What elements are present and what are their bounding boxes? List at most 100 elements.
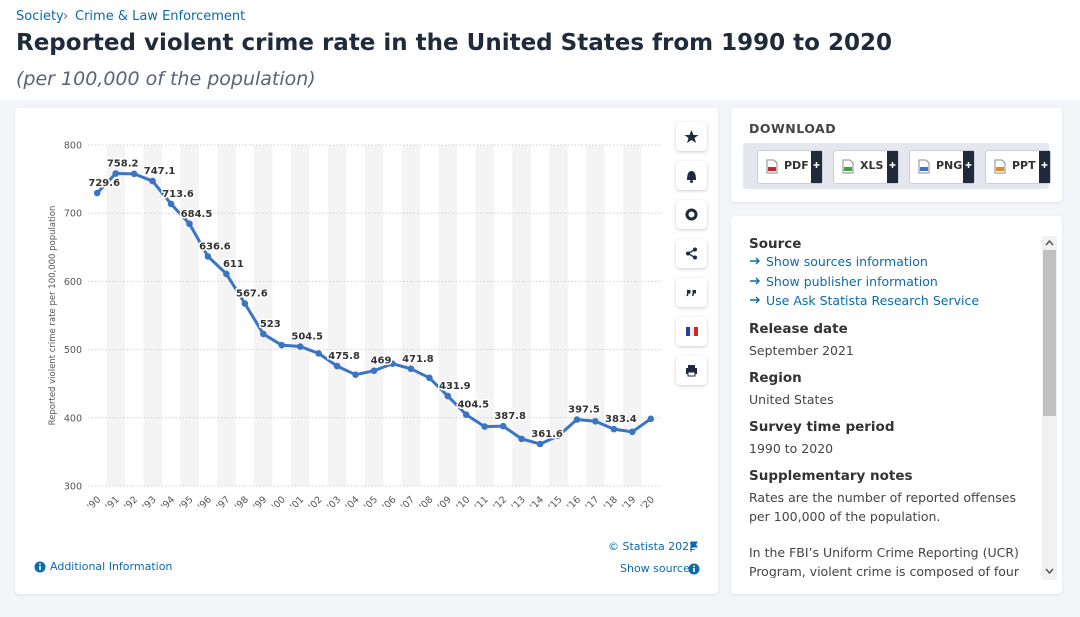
data-point — [610, 425, 618, 433]
arrow — [750, 296, 760, 304]
data-point — [462, 411, 470, 419]
data-point — [241, 300, 249, 307]
data-point — [352, 371, 359, 378]
x-tick-label: '04 — [343, 494, 361, 512]
arrow-icon — [750, 277, 760, 284]
arrow-icon — [750, 257, 760, 265]
info-heading: Source — [749, 236, 802, 252]
favorite-button[interactable] — [676, 122, 707, 151]
x-tick-label: '94 — [159, 494, 177, 512]
info-link[interactable]: Show publisher information — [766, 273, 938, 289]
data-label: 387.8 — [494, 411, 526, 422]
y-axis-label: Reported violent crime rate per 100,000 … — [48, 206, 58, 426]
add-tab[interactable] — [811, 151, 822, 183]
download-button[interactable]: XLS — [833, 150, 899, 184]
x-tick-label: '92 — [122, 494, 140, 512]
info-icon — [34, 561, 46, 573]
file-outline — [918, 159, 930, 174]
info-link[interactable]: Show sources information — [766, 254, 928, 269]
download-button[interactable]: PDF — [757, 150, 823, 184]
info-text: Rates are the number of reported offense… — [749, 489, 1016, 524]
add-tab[interactable] — [963, 151, 974, 183]
column-band — [438, 145, 458, 486]
x-tick-label: '13 — [510, 494, 528, 512]
file-icon — [766, 159, 778, 174]
info-text: 1990 to 2020 — [749, 440, 834, 456]
data-point — [444, 392, 452, 400]
info-heading: Survey time period — [749, 418, 895, 435]
x-tick-label: '98 — [233, 494, 251, 512]
language-button[interactable] — [676, 317, 707, 346]
y-tick-label: 700 — [64, 209, 82, 220]
data-point — [389, 360, 396, 368]
info-link-row[interactable]: Use Ask Statista Research Service — [749, 291, 1039, 311]
plus-sign — [965, 162, 972, 168]
file-outline — [766, 159, 778, 174]
download-button[interactable]: PPT — [985, 150, 1051, 184]
cite-button[interactable] — [676, 278, 707, 307]
file-outline — [994, 159, 1006, 174]
data-label: 758.2 — [107, 159, 139, 170]
data-label: 636.6 — [199, 241, 231, 252]
info-heading: Supplementary notes — [749, 467, 913, 484]
x-tick-label: '90 — [85, 494, 103, 512]
x-tick-label: '18 — [602, 494, 620, 512]
print-button[interactable] — [676, 356, 707, 385]
scroll-up[interactable] — [1044, 238, 1055, 248]
data-point — [370, 367, 378, 375]
breadcrumb-link[interactable]: Crime & Law Enforcement — [75, 9, 246, 24]
scrollbar[interactable] — [1042, 236, 1057, 580]
chart-card: 300 400 500 600 700 800 Reported violent crime… — [15, 108, 718, 594]
column-band — [549, 145, 568, 486]
x-tick-label: '20 — [639, 494, 657, 512]
data-point — [536, 440, 544, 448]
settings-button[interactable] — [676, 200, 707, 229]
data-point — [426, 374, 433, 382]
data-label: 504.5 — [291, 332, 323, 343]
info-link[interactable]: Use Ask Statista Research Service — [766, 293, 980, 308]
info-text: United States — [749, 391, 834, 407]
x-tick-label: '10 — [454, 494, 472, 512]
info-link-row[interactable]: Show sources information — [749, 252, 1039, 272]
additional-info-link[interactable]: Additional Information — [50, 560, 173, 573]
y-tick-label: 500 — [64, 345, 82, 356]
info-link-row[interactable]: Show publisher information — [749, 272, 1039, 292]
column-band — [290, 145, 310, 486]
copyright[interactable]: © Statista 2022 — [608, 540, 697, 553]
plus-sign — [1041, 162, 1048, 168]
file-icon — [842, 159, 854, 174]
show-source-link[interactable]: Show source — [620, 562, 690, 575]
chart: 300 400 500 600 700 800 Reported violent crime… — [48, 141, 660, 513]
data-label: 729.6 — [88, 178, 120, 189]
data-point — [259, 330, 267, 338]
format-label: XLS — [860, 159, 884, 172]
data-label: 383.4 — [605, 414, 637, 425]
scroll-down[interactable] — [1044, 566, 1055, 576]
scrollbar-thumb[interactable] — [1043, 250, 1056, 416]
x-tick-label: '02 — [307, 494, 325, 512]
column-band — [475, 145, 494, 486]
arrow — [750, 257, 760, 265]
x-tick-label: '17 — [583, 494, 601, 512]
x-tick-label: '97 — [214, 494, 232, 512]
data-point — [112, 170, 119, 177]
header: Society › Crime & Law Enforcement Report… — [0, 0, 1080, 100]
column-band — [254, 145, 273, 486]
page-subtitle: (per 100,000 of the population) — [16, 68, 316, 90]
download-heading: DOWNLOAD — [749, 121, 837, 136]
add-tab[interactable] — [1039, 151, 1050, 183]
data-point — [315, 350, 322, 357]
data-point — [296, 343, 304, 350]
data-label: 523 — [260, 319, 281, 330]
data-point — [93, 189, 101, 197]
data-point — [186, 220, 193, 228]
download-button[interactable]: PNG — [909, 150, 975, 184]
x-tick-label: '12 — [491, 494, 509, 512]
column-band — [217, 145, 236, 486]
share-button[interactable] — [676, 239, 707, 268]
notify-button[interactable] — [676, 161, 707, 190]
breadcrumb-link[interactable]: Society — [16, 9, 64, 24]
data-label: 361.6 — [531, 429, 563, 440]
add-tab[interactable] — [887, 151, 898, 183]
data-label: 611 — [223, 259, 244, 270]
